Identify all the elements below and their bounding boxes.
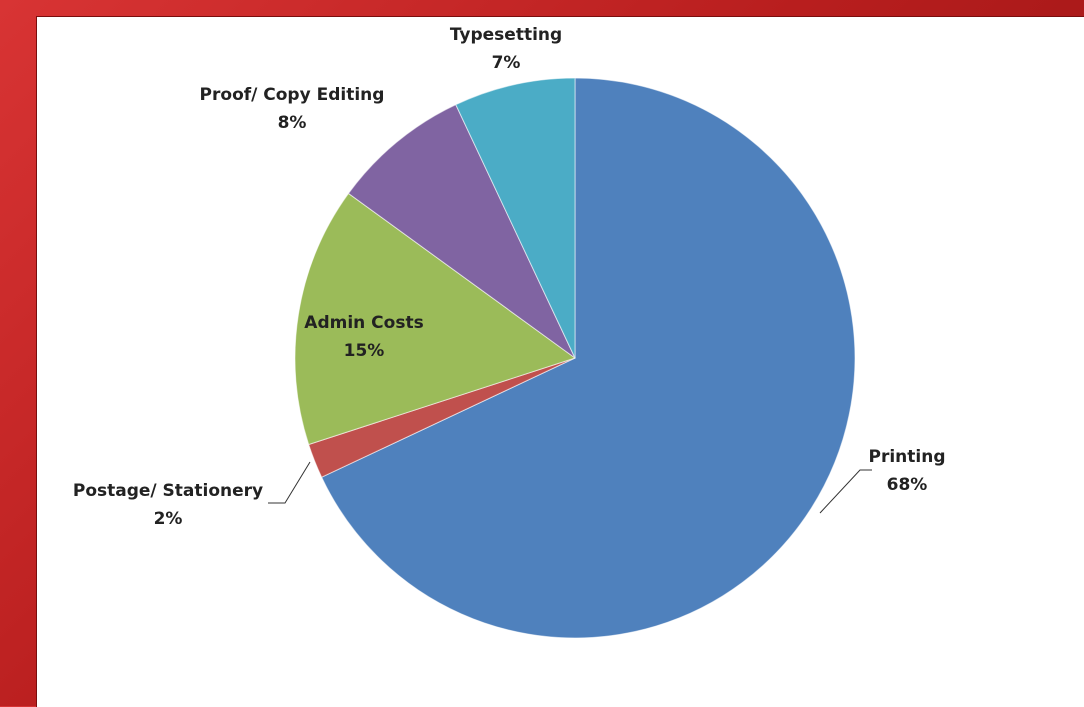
data-label-percent: 15%: [344, 341, 385, 361]
data-label-percent: 2%: [154, 509, 183, 529]
data-label-category: Postage/ Stationery: [73, 481, 263, 501]
pie-slice-typesetting: [455, 77, 576, 359]
data-label-category: Admin Costs: [304, 313, 423, 333]
pie-slice-printing: [320, 77, 856, 639]
data-label-percent: 7%: [492, 53, 521, 73]
data-label-percent: 8%: [278, 113, 307, 133]
data-label-category: Printing: [869, 447, 946, 467]
leader-line: [819, 469, 872, 514]
data-label-percent: 68%: [887, 475, 928, 495]
pie-slice-proof-copy-editing: [347, 103, 576, 359]
data-label-category: Typesetting: [450, 25, 562, 45]
leader-line: [268, 461, 311, 504]
pie-slice-admin-costs: [294, 192, 577, 446]
data-label-category: Proof/ Copy Editing: [200, 85, 385, 105]
